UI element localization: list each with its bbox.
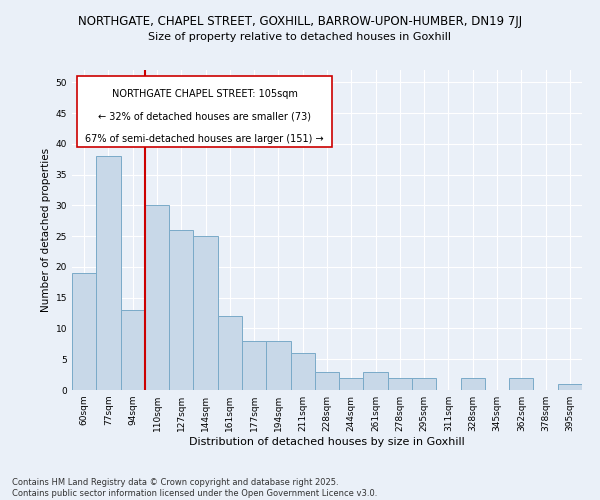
Bar <box>96 156 121 390</box>
FancyBboxPatch shape <box>77 76 332 147</box>
Bar <box>266 341 290 390</box>
Bar <box>388 378 412 390</box>
Text: ← 32% of detached houses are smaller (73): ← 32% of detached houses are smaller (73… <box>98 112 311 122</box>
X-axis label: Distribution of detached houses by size in Goxhill: Distribution of detached houses by size … <box>189 437 465 447</box>
Bar <box>290 353 315 390</box>
Bar <box>339 378 364 390</box>
Bar <box>558 384 582 390</box>
Bar <box>315 372 339 390</box>
Bar <box>169 230 193 390</box>
Bar <box>509 378 533 390</box>
Bar <box>412 378 436 390</box>
Text: 67% of semi-detached houses are larger (151) →: 67% of semi-detached houses are larger (… <box>85 134 324 144</box>
Bar <box>461 378 485 390</box>
Text: Size of property relative to detached houses in Goxhill: Size of property relative to detached ho… <box>149 32 452 42</box>
Bar <box>218 316 242 390</box>
Text: Contains HM Land Registry data © Crown copyright and database right 2025.
Contai: Contains HM Land Registry data © Crown c… <box>12 478 377 498</box>
Bar <box>121 310 145 390</box>
Bar <box>242 341 266 390</box>
Bar <box>193 236 218 390</box>
Bar <box>145 206 169 390</box>
Text: NORTHGATE, CHAPEL STREET, GOXHILL, BARROW-UPON-HUMBER, DN19 7JJ: NORTHGATE, CHAPEL STREET, GOXHILL, BARRO… <box>78 15 522 28</box>
Y-axis label: Number of detached properties: Number of detached properties <box>41 148 52 312</box>
Bar <box>72 273 96 390</box>
Text: NORTHGATE CHAPEL STREET: 105sqm: NORTHGATE CHAPEL STREET: 105sqm <box>112 89 298 99</box>
Bar <box>364 372 388 390</box>
